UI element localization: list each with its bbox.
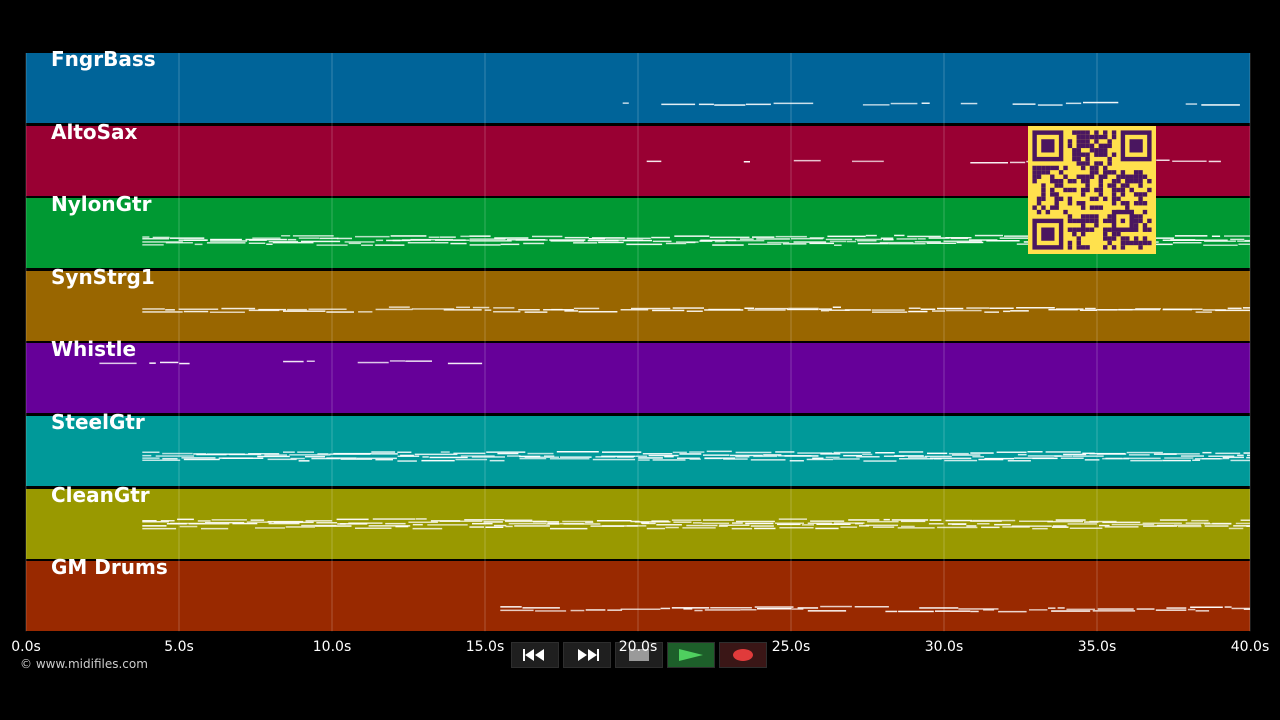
transport-controls <box>511 642 767 668</box>
track-lane-synstrg1: SynStrg1 <box>26 265 1250 341</box>
track-name: SteelGtr <box>51 410 145 434</box>
track-lane-fngrbass: FngrBass <box>26 47 1250 123</box>
time-tick-label: 0.0s <box>11 639 41 655</box>
stop-icon <box>629 649 649 661</box>
fast-forward-button[interactable] <box>563 642 611 668</box>
time-tick-label: 25.0s <box>771 639 811 655</box>
track-name: NylonGtr <box>51 192 152 217</box>
time-tick-label: 5.0s <box>164 639 194 655</box>
stop-button[interactable] <box>615 642 663 668</box>
track-lane-cleangtr: CleanGtr <box>26 483 1250 559</box>
time-tick-label: 15.0s <box>465 639 505 655</box>
rewind-button[interactable] <box>511 642 559 668</box>
track-lane-gm-drums: GM Drums <box>26 555 1250 632</box>
fast-forward-icon <box>578 649 599 661</box>
track-name: CleanGtr <box>51 482 150 507</box>
time-tick-label: 10.0s <box>312 639 352 655</box>
time-tick-label: 35.0s <box>1077 639 1117 655</box>
record-icon <box>733 649 753 661</box>
qr-code <box>1028 126 1156 254</box>
track-lane-steelgtr: SteelGtr <box>26 410 1250 486</box>
rewind-icon <box>523 649 544 661</box>
track-name: AltoSax <box>51 119 138 144</box>
time-tick-label: 20.0s <box>618 639 658 655</box>
play-icon <box>679 649 703 661</box>
copyright-notice: © www.midifiles.com <box>20 657 148 671</box>
note-events <box>99 101 1250 613</box>
track-name: Whistle <box>51 337 137 362</box>
track-name: SynStrg1 <box>51 264 155 289</box>
play-button[interactable] <box>667 642 715 668</box>
track-name: GM Drums <box>51 555 168 580</box>
time-tick-label: 30.0s <box>924 639 964 655</box>
track-name: FngrBass <box>51 47 156 71</box>
record-button[interactable] <box>719 642 767 668</box>
time-tick-label: 40.0s <box>1230 639 1270 655</box>
track-lane-whistle: Whistle <box>26 337 1250 414</box>
